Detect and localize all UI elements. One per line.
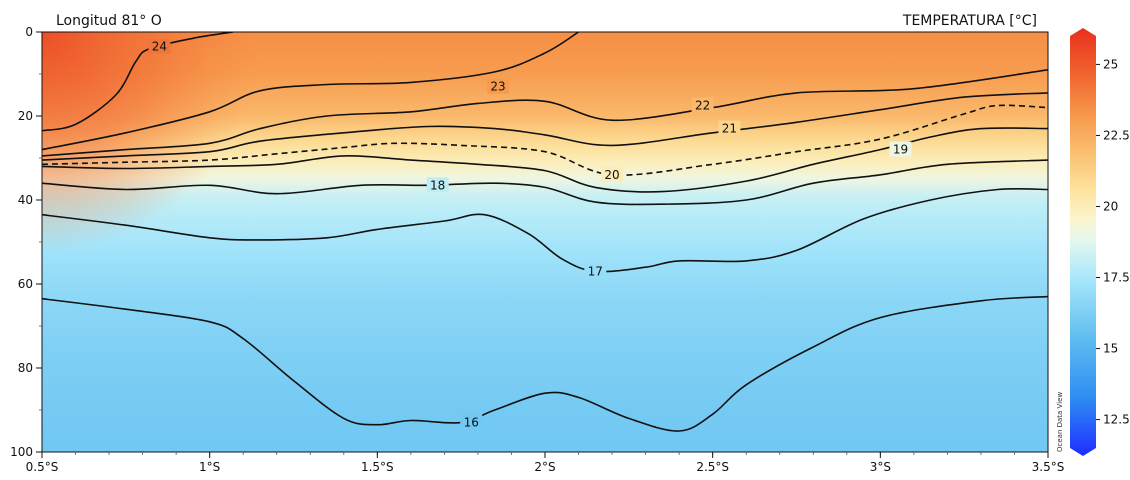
x-axis: 0.5°S 1°S 1.5°S 2°S 2.5°S 3°S 3.5°S (26, 452, 1065, 474)
isotherm-label-16: 16 (464, 416, 479, 430)
x-tick-label: 2°S (534, 460, 555, 474)
isotherm-label-18: 18 (430, 178, 445, 192)
isotherm-label-20: 20 (604, 168, 619, 182)
isotherm-label-bg (601, 166, 624, 182)
isotherm-label-bg (691, 97, 714, 113)
colorbar-tick-label: 20 (1103, 199, 1118, 213)
x-tick-label: 1.5°S (361, 460, 394, 474)
isotherm-label-bg (148, 38, 171, 54)
colorbar-tick-label: 22.5 (1103, 128, 1130, 142)
plot-area: 24 23 22 21 20 19 18 17 16 (42, 32, 1048, 452)
section-subtitle: Longitud 81° O (56, 13, 162, 29)
isotherm-22 (42, 69, 1048, 157)
colorbar-ticks: 12.5 15 17.5 20 22.5 25 (1096, 57, 1130, 427)
y-tick-label: 0 (25, 25, 33, 39)
isotherm-label-23: 23 (490, 80, 505, 94)
isotherm-label-bg (718, 120, 741, 136)
colorbar-tick-label: 12.5 (1103, 413, 1130, 427)
isotherm-label-bg (487, 78, 510, 94)
y-tick-label: 20 (18, 109, 33, 123)
isotherm-24 (42, 32, 234, 132)
isotherm-label-19: 19 (893, 143, 908, 157)
isotherm-20 (42, 104, 1048, 176)
colorbar-scale (1070, 28, 1096, 456)
x-tick-label: 2.5°S (696, 460, 729, 474)
ocean-data-view-watermark: Ocean Data View (1056, 392, 1064, 452)
isotherm-label-17: 17 (588, 264, 603, 278)
isotherm-label-24: 24 (152, 40, 167, 54)
isotherm-17 (42, 187, 1048, 273)
y-tick-label: 80 (18, 361, 33, 375)
isotherm-label-bg (889, 141, 912, 157)
isotherm-lines: 24 23 22 21 20 19 18 17 16 (42, 32, 1048, 432)
field-warm-corner (42, 32, 1048, 452)
y-tick-label: 100 (10, 445, 33, 459)
isotherm-label-bg (460, 414, 483, 430)
isotherm-16 (42, 295, 1048, 432)
x-tick-label: 3°S (870, 460, 891, 474)
colorbar-tick-label: 25 (1103, 57, 1118, 71)
isotherm-label-22: 22 (695, 99, 710, 113)
y-tick-label: 60 (18, 277, 33, 291)
colorbar-tick-label: 17.5 (1103, 271, 1130, 285)
y-tick-label: 40 (18, 193, 33, 207)
isotherm-label-bg (426, 177, 449, 193)
isotherm-label-bg (584, 263, 607, 279)
isotherm-21 (42, 92, 1048, 161)
chart-title: TEMPERATURA [°C] (902, 13, 1037, 29)
x-tick-label: 1°S (199, 460, 220, 474)
isotherm-23 (42, 32, 579, 151)
colorbar: 12.5 15 17.5 20 22.5 25 (1070, 28, 1130, 456)
y-axis: 0 20 40 60 80 100 (10, 25, 42, 459)
x-tick-label: 3.5°S (1032, 460, 1065, 474)
colorbar-tick-label: 15 (1103, 342, 1118, 356)
isotherm-label-21: 21 (722, 122, 737, 136)
x-tick-label: 0.5°S (26, 460, 59, 474)
isotherm-18 (42, 159, 1048, 206)
